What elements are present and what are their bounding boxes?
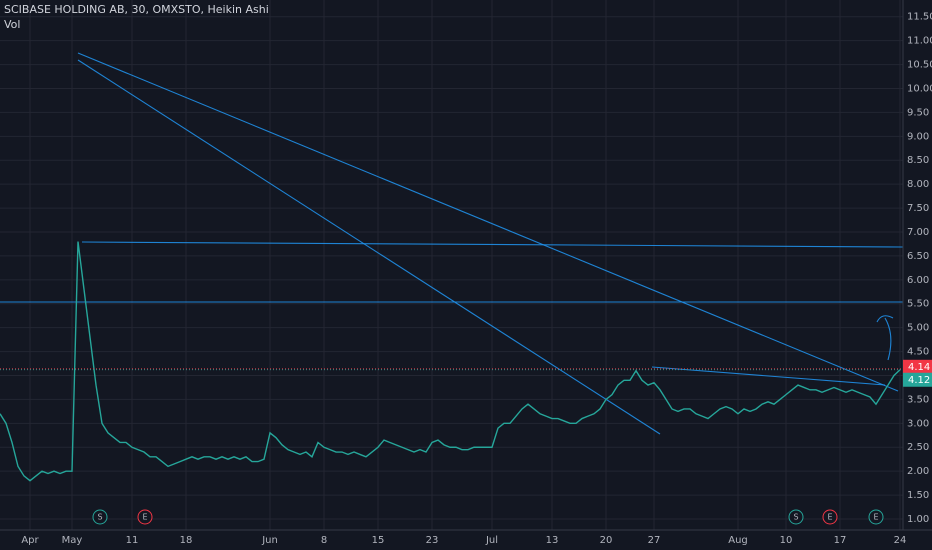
y-tick-label: 9.50: [907, 107, 929, 118]
x-tick-label: 23: [426, 535, 439, 546]
y-tick-label: 7.00: [907, 227, 929, 238]
x-tick-label: May: [62, 535, 83, 546]
grid: [0, 0, 903, 530]
x-tick-label: 13: [546, 535, 559, 546]
y-tick-label: 9.00: [907, 131, 929, 142]
event-marker: [92, 509, 108, 525]
event-label: E: [827, 513, 832, 522]
x-tick-label: 24: [894, 535, 907, 546]
x-tick-label: 11: [126, 535, 139, 546]
indicator-label: Vol: [4, 18, 20, 31]
x-tick-label: 18: [180, 535, 193, 546]
y-tick-label: 1.00: [907, 514, 929, 525]
x-tick-label: Aug: [728, 535, 748, 546]
event-label: S: [97, 513, 102, 522]
event-marker: [822, 509, 838, 525]
price-label: 4.14: [908, 362, 930, 373]
x-tick-label: 17: [834, 535, 847, 546]
x-tick-label: 20: [600, 535, 613, 546]
y-tick-label: 10.50: [907, 60, 932, 71]
y-tick-label: 6.50: [907, 251, 929, 262]
arrow-sketch: [876, 315, 894, 361]
x-tick-label: 27: [648, 535, 661, 546]
event-label: E: [873, 513, 878, 522]
y-tick-label: 1.50: [907, 490, 929, 501]
y-tick-label: 11.00: [907, 36, 932, 47]
x-tick-label: Jul: [485, 535, 498, 546]
y-tick-label: 7.50: [907, 203, 929, 214]
event-marker: [868, 509, 884, 525]
y-tick-label: 6.00: [907, 275, 929, 286]
y-tick-label: 4.50: [907, 347, 929, 358]
event-marker: [137, 509, 153, 525]
chart-title: SCIBASE HOLDING AB, 30, OMXSTO, Heikin A…: [4, 3, 269, 16]
trend-line: [77, 59, 661, 435]
price-label-box: [903, 372, 932, 387]
y-tick-label: 2.00: [907, 466, 929, 477]
y-tick-label: 5.50: [907, 299, 929, 310]
trend-line: [77, 52, 899, 392]
price-label-box: [903, 359, 932, 374]
x-tick-label: Jun: [261, 535, 278, 546]
x-tick-label: 8: [321, 535, 327, 546]
x-tick-label: Apr: [21, 535, 39, 546]
y-tick-label: 11.50: [907, 12, 932, 23]
y-tick-label: 10.00: [907, 83, 932, 94]
event-label: E: [142, 513, 147, 522]
y-tick-label: 3.50: [907, 394, 929, 405]
event-label: S: [793, 513, 798, 522]
event-marker: [788, 509, 804, 525]
y-tick-label: 8.50: [907, 155, 929, 166]
x-tick-label: 15: [372, 535, 385, 546]
x-tick-label: 10: [780, 535, 793, 546]
y-tick-label: 2.50: [907, 442, 929, 453]
horizontal-line: [81, 241, 904, 248]
price-label: 4.12: [908, 375, 930, 386]
price-line: [0, 241, 901, 482]
y-tick-label: 8.00: [907, 179, 929, 190]
y-tick-label: 5.00: [907, 323, 929, 334]
y-tick-label: 3.00: [907, 418, 929, 429]
